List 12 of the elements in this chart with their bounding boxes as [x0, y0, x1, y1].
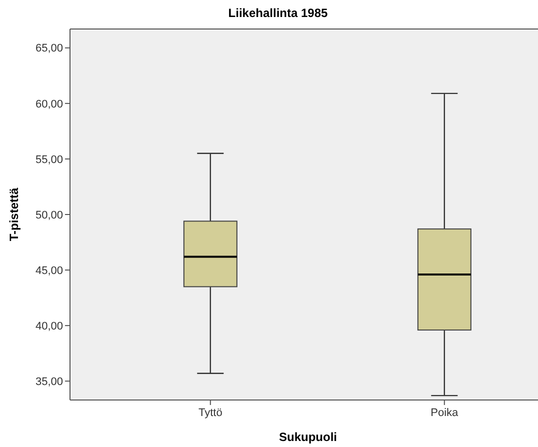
x-tick-label: Poika: [430, 407, 460, 419]
y-tick-label: 60,00: [35, 98, 63, 110]
y-tick-label: 45,00: [35, 264, 63, 277]
y-tick-label: 55,00: [35, 154, 63, 166]
y-tick-label: 40,00: [35, 320, 63, 332]
x-tick-label: Tyttö: [198, 407, 222, 419]
chart-title: Liikehallinta 1985: [228, 6, 328, 20]
x-axis-title: Sukupuoli: [279, 430, 337, 444]
y-axis-title: T-pistettä: [7, 188, 21, 242]
y-tick-label: 35,00: [35, 376, 63, 388]
y-tick-label: 65,00: [35, 42, 63, 55]
y-tick-label: 50,00: [35, 209, 63, 222]
